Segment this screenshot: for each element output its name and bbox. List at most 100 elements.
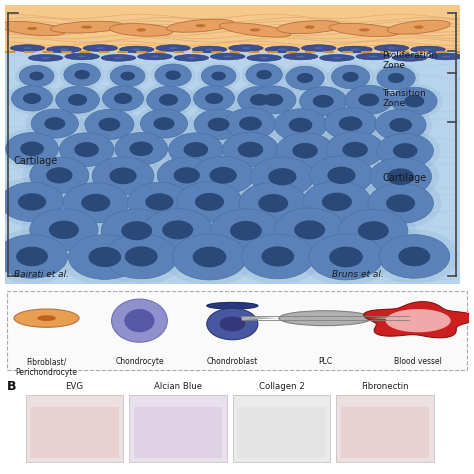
- Ellipse shape: [177, 182, 242, 222]
- Ellipse shape: [205, 49, 214, 50]
- Ellipse shape: [74, 70, 90, 80]
- Ellipse shape: [183, 142, 208, 157]
- Ellipse shape: [278, 49, 287, 50]
- Ellipse shape: [386, 84, 443, 118]
- Ellipse shape: [333, 57, 341, 59]
- Ellipse shape: [45, 117, 65, 130]
- Ellipse shape: [369, 55, 378, 57]
- Ellipse shape: [268, 168, 296, 185]
- Ellipse shape: [279, 311, 372, 326]
- Ellipse shape: [301, 151, 381, 200]
- Ellipse shape: [143, 209, 212, 251]
- Ellipse shape: [405, 57, 414, 59]
- Ellipse shape: [150, 61, 196, 89]
- Ellipse shape: [19, 65, 54, 87]
- Text: Cartilage: Cartilage: [14, 156, 58, 166]
- Ellipse shape: [389, 118, 412, 132]
- Ellipse shape: [372, 64, 420, 93]
- Ellipse shape: [339, 210, 408, 252]
- Ellipse shape: [243, 152, 322, 201]
- Ellipse shape: [163, 228, 256, 286]
- Ellipse shape: [78, 55, 86, 57]
- Text: Fibroblast/
Perichondrocyte: Fibroblast/ Perichondrocyte: [16, 357, 78, 376]
- Ellipse shape: [195, 24, 206, 27]
- Ellipse shape: [197, 63, 240, 89]
- Ellipse shape: [351, 49, 359, 50]
- Ellipse shape: [392, 55, 427, 61]
- Ellipse shape: [18, 193, 46, 210]
- Ellipse shape: [135, 105, 193, 142]
- Text: Fibronectin: Fibronectin: [361, 383, 409, 392]
- Ellipse shape: [362, 153, 439, 201]
- Ellipse shape: [187, 57, 196, 59]
- Ellipse shape: [7, 82, 58, 114]
- Ellipse shape: [297, 73, 313, 83]
- Ellipse shape: [129, 142, 153, 156]
- Ellipse shape: [223, 55, 232, 57]
- Text: Chondrocyte: Chondrocyte: [115, 357, 164, 366]
- Ellipse shape: [83, 45, 118, 52]
- Ellipse shape: [173, 167, 200, 183]
- Ellipse shape: [210, 209, 282, 253]
- Ellipse shape: [375, 109, 426, 141]
- Ellipse shape: [192, 246, 227, 267]
- FancyBboxPatch shape: [237, 407, 326, 458]
- Ellipse shape: [110, 65, 145, 87]
- Ellipse shape: [59, 133, 114, 166]
- Ellipse shape: [329, 23, 400, 36]
- Ellipse shape: [241, 61, 287, 89]
- Ellipse shape: [386, 194, 415, 212]
- Ellipse shape: [0, 177, 72, 227]
- Ellipse shape: [219, 23, 291, 37]
- Ellipse shape: [193, 86, 235, 111]
- Ellipse shape: [310, 156, 374, 195]
- Ellipse shape: [68, 94, 87, 106]
- Ellipse shape: [0, 182, 64, 221]
- Ellipse shape: [326, 132, 384, 167]
- Ellipse shape: [81, 26, 92, 28]
- Ellipse shape: [281, 64, 329, 93]
- Ellipse shape: [101, 55, 136, 61]
- Ellipse shape: [359, 28, 370, 32]
- Ellipse shape: [194, 109, 243, 139]
- Ellipse shape: [162, 220, 193, 239]
- Ellipse shape: [85, 109, 134, 139]
- Ellipse shape: [49, 220, 79, 239]
- Ellipse shape: [30, 157, 89, 193]
- Ellipse shape: [0, 229, 76, 284]
- Ellipse shape: [239, 117, 262, 131]
- Ellipse shape: [360, 178, 442, 228]
- Ellipse shape: [215, 128, 286, 171]
- Ellipse shape: [111, 299, 167, 342]
- Ellipse shape: [265, 202, 354, 257]
- Ellipse shape: [369, 105, 432, 145]
- Ellipse shape: [65, 53, 100, 60]
- Ellipse shape: [195, 193, 224, 211]
- Ellipse shape: [339, 116, 363, 131]
- Text: Proliferation
Zone: Proliferation Zone: [383, 51, 438, 70]
- Ellipse shape: [59, 61, 105, 89]
- Text: B: B: [7, 380, 17, 392]
- Ellipse shape: [108, 128, 174, 169]
- Ellipse shape: [151, 55, 159, 57]
- Ellipse shape: [249, 28, 261, 31]
- Ellipse shape: [228, 45, 263, 52]
- Ellipse shape: [303, 181, 371, 223]
- Ellipse shape: [192, 156, 254, 194]
- Ellipse shape: [250, 86, 296, 114]
- Ellipse shape: [342, 72, 359, 82]
- Ellipse shape: [59, 229, 150, 285]
- Polygon shape: [364, 301, 474, 338]
- Ellipse shape: [387, 47, 396, 49]
- Ellipse shape: [211, 72, 226, 81]
- Ellipse shape: [55, 178, 137, 228]
- Ellipse shape: [41, 57, 50, 59]
- Ellipse shape: [414, 26, 424, 29]
- Ellipse shape: [159, 94, 178, 106]
- Ellipse shape: [0, 235, 67, 278]
- Ellipse shape: [314, 47, 323, 49]
- Ellipse shape: [0, 21, 66, 36]
- FancyBboxPatch shape: [337, 395, 434, 462]
- Ellipse shape: [338, 46, 373, 53]
- Ellipse shape: [322, 192, 352, 211]
